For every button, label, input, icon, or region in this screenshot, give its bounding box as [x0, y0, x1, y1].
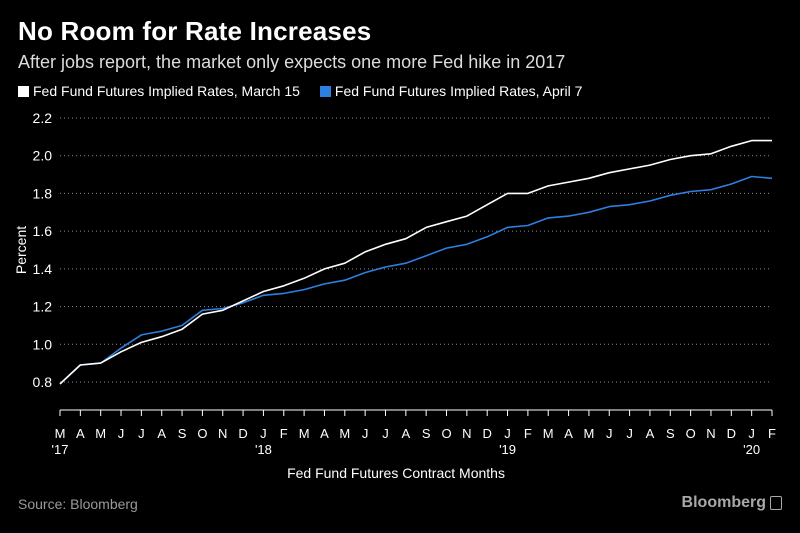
x-tick-label: F: [768, 426, 776, 441]
x-tick-label: J: [138, 426, 145, 441]
y-tick-label: 1.6: [33, 223, 53, 239]
x-tick-label: A: [401, 426, 410, 441]
legend: Fed Fund Futures Implied Rates, March 15…: [18, 82, 602, 100]
x-tick-label: J: [382, 426, 389, 441]
x-tick-label: A: [76, 426, 85, 441]
y-axis-label: Percent: [13, 226, 29, 274]
legend-label-march: Fed Fund Futures Implied Rates, March 15: [33, 83, 300, 99]
x-tick-label: N: [462, 426, 471, 441]
y-tick-label: 0.8: [33, 374, 53, 390]
x-tick-label: F: [524, 426, 532, 441]
y-tick-label: 1.8: [33, 185, 53, 201]
series-line-march-15: [59, 139, 772, 385]
x-tick-label: A: [320, 426, 329, 441]
x-tick-label: N: [706, 426, 715, 441]
y-tick-label: 1.2: [33, 299, 53, 315]
x-tick-label: J: [748, 426, 755, 441]
x-tick-label: J: [626, 426, 633, 441]
bloomberg-logo: Bloomberg: [682, 494, 782, 512]
x-tick-label: N: [218, 426, 227, 441]
x-tick-label: A: [646, 426, 655, 441]
x-tick-label: D: [483, 426, 492, 441]
x-tick-label: O: [197, 426, 207, 441]
x-tick-label: M: [543, 426, 554, 441]
chart-subtitle: After jobs report, the market only expec…: [18, 52, 566, 72]
x-tick-label: M: [55, 426, 66, 441]
y-tick-label: 1.4: [33, 261, 53, 277]
bloomberg-icon: [770, 496, 782, 510]
legend-item-april: Fed Fund Futures Implied Rates, April 7: [319, 83, 583, 99]
x-tick-label: J: [606, 426, 613, 441]
x-tick-label: S: [178, 426, 187, 441]
series-line-april-7: [59, 175, 773, 385]
y-tick-label: 2.2: [33, 110, 53, 126]
x-tick-label: D: [727, 426, 736, 441]
legend-swatch-march: [18, 85, 29, 97]
x-axis-label: Fed Fund Futures Contract Months: [287, 465, 505, 481]
x-tick-label: F: [280, 426, 288, 441]
x-tick-label: M: [583, 426, 594, 441]
x-year-label: '20: [743, 442, 760, 457]
x-tick-label: J: [118, 426, 125, 441]
x-tick-label: M: [339, 426, 350, 441]
x-tick-label: A: [564, 426, 573, 441]
chart-title: No Room for Rate Increases: [18, 16, 372, 46]
x-tick-label: O: [441, 426, 451, 441]
legend-item-march: Fed Fund Futures Implied Rates, March 15: [18, 83, 300, 99]
x-tick-label: M: [95, 426, 106, 441]
source-note: Source: Bloomberg: [18, 496, 138, 512]
legend-swatch-april: [319, 85, 331, 97]
brand-label: Bloomberg: [681, 494, 766, 511]
y-tick-label: 1.0: [33, 336, 53, 352]
x-tick-label: J: [362, 426, 369, 441]
x-tick-label: M: [299, 426, 310, 441]
x-tick-label: J: [260, 426, 267, 441]
legend-label-april: Fed Fund Futures Implied Rates, April 7: [334, 83, 583, 99]
x-tick-label: D: [238, 426, 247, 441]
x-tick-label: O: [686, 426, 696, 441]
x-year-label: '19: [499, 442, 516, 457]
x-tick-label: A: [157, 426, 166, 441]
x-year-label: '17: [52, 442, 69, 457]
x-tick-label: S: [666, 426, 675, 441]
x-year-label: '18: [255, 442, 272, 457]
x-tick-label: S: [422, 426, 431, 441]
x-tick-label: J: [504, 426, 511, 441]
y-tick-label: 2.0: [33, 148, 53, 164]
